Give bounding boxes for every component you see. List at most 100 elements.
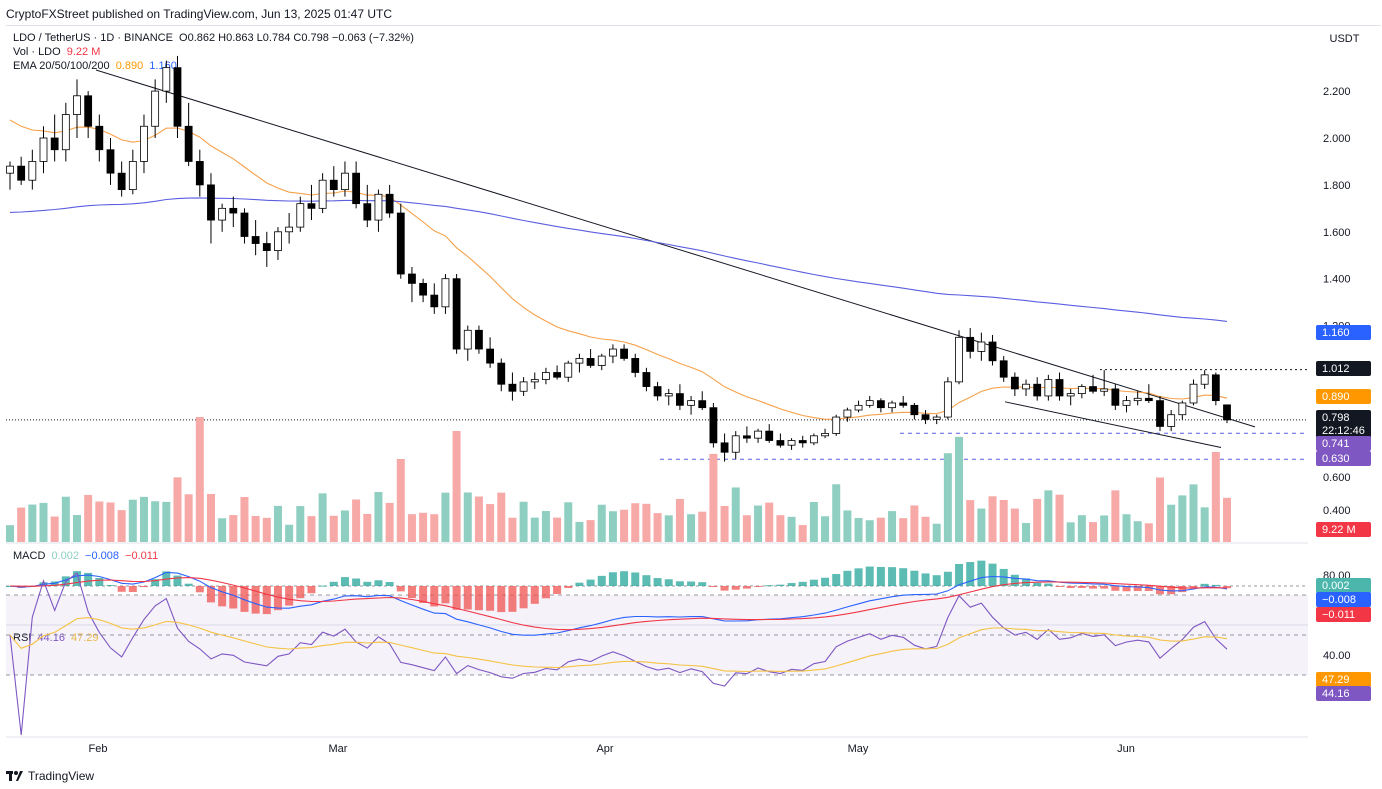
rsi-label-bg: [1316, 686, 1371, 701]
candle: [1089, 374, 1097, 394]
volume-bar: [876, 517, 885, 542]
volume-bar: [675, 498, 684, 542]
volume-bar: [106, 502, 115, 542]
candle: [28, 149, 37, 190]
price-label-text: 0.630: [1322, 453, 1350, 465]
candle-body: [329, 179, 338, 190]
macd-histogram-bar: [441, 586, 450, 604]
candle-body: [475, 329, 483, 350]
macd-histogram-bar: [497, 586, 506, 613]
volume-bar: [955, 436, 964, 542]
tradingview-footer[interactable]: TradingView: [6, 769, 94, 783]
macd-histogram-bar: [921, 573, 930, 586]
macd-histogram-bar: [731, 586, 740, 590]
candle-body: [564, 362, 573, 378]
volume-bar: [1077, 515, 1086, 542]
candle: [1144, 384, 1153, 403]
volume-bar: [285, 524, 294, 542]
macd-histogram-bar: [575, 582, 584, 586]
macd-label: −0.008: [1316, 592, 1371, 607]
candle: [776, 433, 785, 448]
volume-bar: [787, 516, 796, 542]
candle-body: [709, 407, 718, 444]
volume-bar: [1200, 507, 1209, 542]
symbol-legend[interactable]: LDO / TetherUS · 1D · BINANCE O0.862 H0.…: [13, 32, 417, 44]
candle-body: [809, 435, 818, 444]
candle-body: [698, 400, 707, 409]
candle: [497, 358, 506, 392]
volume-bar: [910, 505, 919, 542]
volume-bar: [486, 504, 495, 542]
candle: [865, 395, 874, 408]
candle-body: [463, 329, 472, 350]
macd-line-value: −0.008: [85, 550, 119, 562]
candle-body: [742, 435, 751, 439]
candle: [832, 414, 841, 436]
macd-label-bg: [1316, 592, 1371, 607]
ema-value-short: 0.890: [115, 60, 144, 72]
ema-long-line: [9, 197, 1228, 322]
macd-histogram-bar: [553, 586, 562, 594]
volume-bar: [497, 492, 506, 542]
candle: [486, 337, 495, 368]
price-label: 1.160: [1316, 325, 1371, 340]
volume-bar: [1100, 515, 1109, 542]
rsi-label: 44.16: [1316, 686, 1371, 701]
rsi-legend[interactable]: RSI 44.16 47.29: [13, 632, 102, 644]
macd-histogram-bar: [977, 560, 986, 586]
candle-body: [899, 402, 908, 406]
candle: [888, 400, 896, 413]
candle: [1122, 395, 1131, 413]
candle-body: [676, 393, 684, 406]
candle: [419, 278, 428, 303]
rsi-label: 47.29: [1316, 672, 1371, 687]
macd-histogram-bar: [854, 568, 863, 586]
candle-body: [184, 125, 193, 162]
macd-histogram-bar: [352, 578, 361, 586]
candle-body: [530, 379, 539, 383]
volume-bar: [653, 513, 662, 542]
candle-body: [352, 172, 361, 205]
candle-body: [776, 440, 785, 446]
volume-bar: [1133, 521, 1142, 542]
candle: [519, 377, 528, 396]
volume-value: 9.22 M: [66, 46, 101, 58]
volume-bar: [1010, 508, 1019, 542]
volume-bar: [731, 487, 740, 542]
candle-body: [631, 358, 640, 373]
macd-signal-line: [9, 577, 1228, 631]
currency-button[interactable]: USDT: [1317, 29, 1372, 49]
price-label: 0.741: [1316, 436, 1371, 451]
candle-body: [832, 416, 841, 434]
candle-body: [1122, 400, 1131, 406]
volume-bar: [843, 510, 852, 542]
candle-body: [988, 341, 997, 362]
macd-histogram-bar: [1077, 586, 1086, 589]
volume-bar: [553, 517, 562, 542]
candle: [653, 381, 662, 401]
volume-legend[interactable]: Vol · LDO 9.22 M: [13, 46, 103, 58]
price-label: 0.890: [1316, 389, 1371, 404]
candle: [39, 126, 48, 174]
candle: [943, 377, 952, 420]
candle: [296, 196, 305, 232]
volume-bar: [530, 517, 539, 542]
candle: [106, 138, 115, 185]
macd-histogram-bar: [809, 579, 818, 586]
macd-histogram-bar: [329, 581, 338, 586]
candle-body: [508, 383, 517, 392]
volume-bar: [419, 512, 428, 542]
candle-body: [620, 348, 628, 359]
macd-histogram-bar: [519, 586, 528, 609]
macd-histogram-bar: [195, 586, 204, 593]
macd-legend[interactable]: MACD 0.002 −0.008 −0.011: [13, 550, 161, 562]
candle-body: [39, 137, 48, 162]
volume-bar: [809, 502, 818, 542]
x-axis-label: Feb: [89, 743, 108, 755]
volume-bar: [262, 517, 271, 542]
candle-body: [1111, 388, 1120, 406]
macd-histogram-bar: [988, 563, 997, 586]
candle: [798, 435, 807, 448]
